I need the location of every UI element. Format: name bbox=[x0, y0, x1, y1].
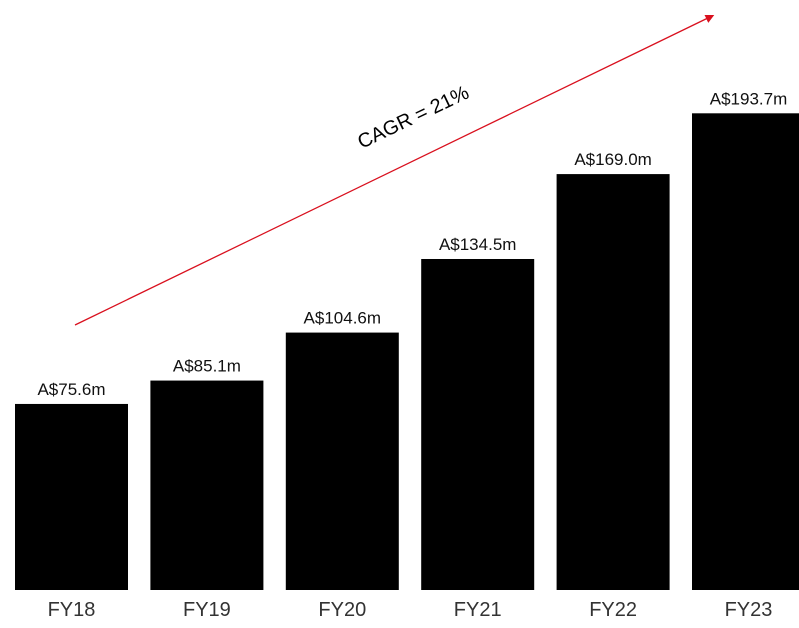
x-tick-label-fy18: FY18 bbox=[48, 599, 96, 621]
data-label-fy18: A$75.6m bbox=[37, 380, 105, 399]
x-tick-label-fy23: FY23 bbox=[725, 599, 773, 621]
bars-layer: A$75.6m FY18 A$85.1m FY19 A$104.6m FY20 A$134.… bbox=[15, 89, 799, 621]
data-label-fy22: A$169.0m bbox=[574, 150, 652, 169]
bar-fy19 bbox=[150, 380, 264, 590]
x-tick-label-fy19: FY19 bbox=[183, 599, 231, 621]
bar-fy18 bbox=[15, 403, 128, 590]
bar-group-fy20: A$104.6m FY20 bbox=[285, 309, 399, 621]
x-tick-label-fy21: FY21 bbox=[454, 599, 502, 621]
data-label-fy19: A$85.1m bbox=[173, 357, 241, 376]
data-label-fy21: A$134.5m bbox=[439, 235, 517, 254]
bar-fy23 bbox=[692, 113, 799, 591]
x-tick-label-fy22: FY22 bbox=[589, 599, 637, 621]
bar-fy21 bbox=[421, 258, 535, 590]
bar-fy20 bbox=[285, 332, 399, 590]
data-label-fy23: A$193.7m bbox=[710, 89, 788, 108]
bar-group-fy19: A$85.1m FY19 bbox=[150, 357, 264, 621]
bar-group-fy18: A$75.6m FY18 bbox=[15, 380, 128, 621]
bar-group-fy21: A$134.5m FY21 bbox=[421, 235, 535, 621]
bar-fy22 bbox=[556, 174, 670, 590]
data-label-fy20: A$104.6m bbox=[304, 309, 382, 328]
bar-group-fy22: A$169.0m FY22 bbox=[556, 150, 670, 621]
cagr-trend-arrow bbox=[74, 14, 715, 326]
x-tick-label-fy20: FY20 bbox=[318, 599, 366, 621]
cagr-label: CAGR = 21% bbox=[354, 82, 473, 154]
bar-group-fy23: A$193.7m FY23 bbox=[692, 89, 799, 621]
